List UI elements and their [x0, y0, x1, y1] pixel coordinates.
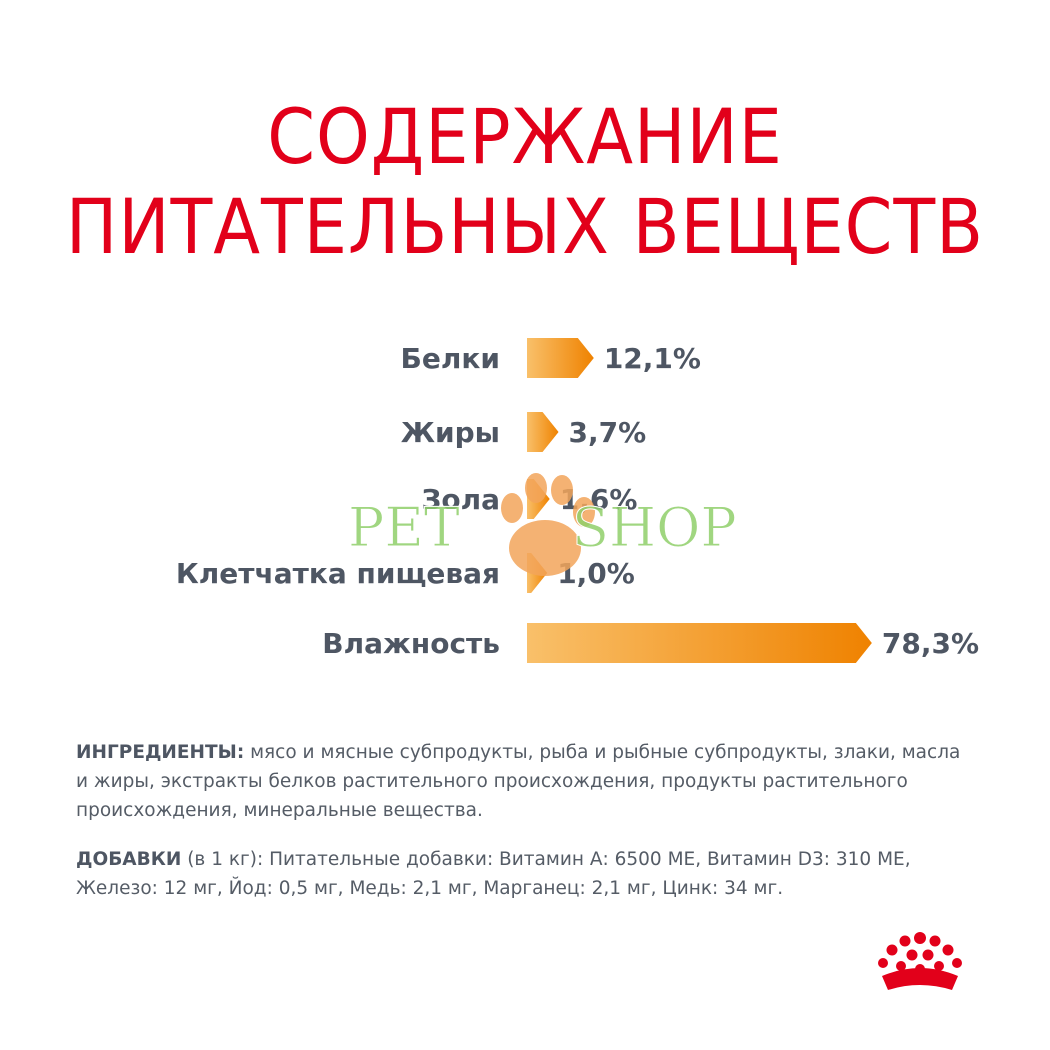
category-label-0: Белки	[401, 342, 500, 375]
additives-text: ДОБАВКИ (в 1 кг): Питательные добавки: В…	[76, 845, 976, 903]
bar-0	[527, 338, 594, 378]
title-line-1: СОДЕРЖАНИЕ	[267, 92, 783, 181]
ingredients-label: ИНГРЕДИЕНТЫ:	[76, 742, 245, 763]
crown-logo-icon	[878, 932, 962, 990]
ingredients-body: мясо и мясные субпродукты, рыба и рыбные…	[76, 742, 961, 821]
additives-body: (в 1 кг): Питательные добавки: Витамин А…	[76, 849, 911, 899]
value-label-1: 3,7%	[569, 416, 647, 449]
category-label-4: Влажность	[322, 627, 500, 660]
ingredients-text: ИНГРЕДИЕНТЫ: мясо и мясные субпродукты, …	[76, 738, 976, 825]
bar-4	[527, 623, 872, 663]
bar-1	[527, 412, 559, 452]
value-label-2: 1,6%	[560, 483, 638, 516]
category-label-1: Жиры	[401, 416, 500, 449]
title-line-2: ПИТАТЕЛЬНЫХ ВЕЩЕСТВ	[65, 182, 985, 271]
bar-3	[527, 553, 548, 593]
category-label-3: Клетчатка пищевая	[176, 557, 500, 590]
value-label-4: 78,3%	[882, 627, 979, 660]
value-label-0: 12,1%	[604, 342, 701, 375]
nutrient-bar-chart: Белки 12,1% Жиры 3,7% Зола 1,6% Клетчатка пище…	[176, 338, 979, 663]
value-label-3: 1,0%	[557, 557, 635, 590]
page-title: СОДЕРЖАНИЕ ПИТАТЕЛЬНЫХ ВЕЩЕСТВ	[0, 92, 1050, 272]
bar-2	[527, 479, 550, 519]
additives-label: ДОБАВКИ	[76, 849, 182, 870]
category-label-2: Зола	[421, 483, 500, 516]
